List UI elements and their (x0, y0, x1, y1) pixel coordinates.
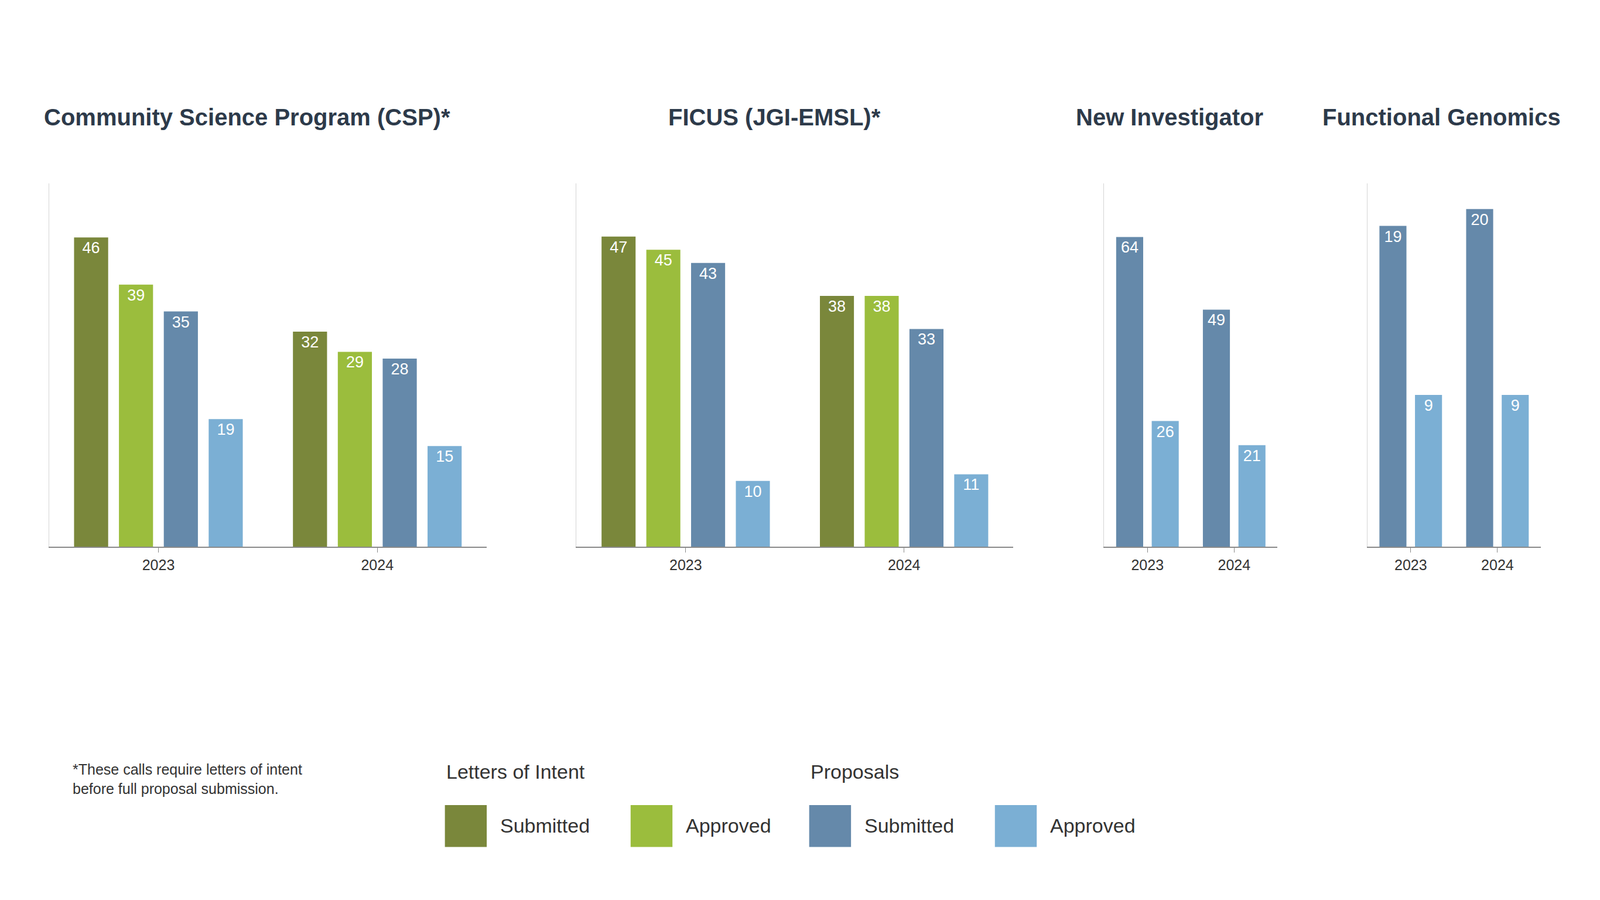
svg-text:43: 43 (699, 264, 717, 283)
svg-text:33: 33 (917, 330, 936, 348)
svg-text:2024: 2024 (360, 556, 394, 573)
svg-text:10: 10 (743, 482, 762, 501)
svg-text:29: 29 (346, 353, 364, 371)
svg-text:35: 35 (172, 313, 190, 331)
svg-text:11: 11 (962, 475, 980, 494)
svg-text:49: 49 (1207, 310, 1226, 329)
svg-text:39: 39 (127, 286, 145, 304)
svg-text:Proposals: Proposals (810, 760, 899, 783)
svg-text:47: 47 (609, 238, 628, 256)
svg-text:28: 28 (391, 360, 409, 378)
svg-text:2024: 2024 (1481, 556, 1514, 573)
svg-text:32: 32 (301, 333, 319, 351)
svg-text:2023: 2023 (1394, 556, 1428, 573)
svg-text:Submitted: Submitted (500, 814, 590, 837)
svg-text:46: 46 (82, 238, 101, 257)
svg-text:21: 21 (1243, 446, 1261, 465)
svg-text:64: 64 (1120, 238, 1139, 256)
svg-text:38: 38 (828, 297, 846, 316)
svg-text:FICUS (JGI-EMSL)*: FICUS (JGI-EMSL)* (668, 104, 881, 131)
svg-text:20: 20 (1471, 210, 1489, 229)
svg-text:Community Science Program (CSP: Community Science Program (CSP)* (43, 104, 451, 131)
svg-text:*These calls require letters o: *These calls require letters of intentbe… (72, 760, 303, 797)
svg-text:19: 19 (216, 420, 235, 439)
svg-text:15: 15 (435, 447, 454, 466)
svg-text:Approved: Approved (685, 814, 772, 837)
svg-text:Submitted: Submitted (864, 814, 955, 837)
svg-text:Approved: Approved (1050, 814, 1136, 837)
svg-text:38: 38 (872, 297, 891, 316)
svg-text:2023: 2023 (142, 556, 176, 573)
svg-text:19: 19 (1383, 227, 1402, 246)
svg-text:2023: 2023 (1130, 556, 1164, 573)
svg-text:2024: 2024 (887, 556, 921, 573)
svg-text:Letters of Intent: Letters of Intent (446, 760, 586, 783)
svg-text:2024: 2024 (1218, 556, 1251, 573)
svg-text:45: 45 (654, 251, 673, 269)
svg-text:9: 9 (1510, 396, 1520, 415)
svg-text:26: 26 (1156, 422, 1175, 441)
svg-text:Functional Genomics: Functional Genomics (1322, 104, 1561, 131)
svg-text:New Investigator: New Investigator (1075, 104, 1264, 131)
svg-text:9: 9 (1424, 396, 1434, 415)
svg-text:2023: 2023 (669, 556, 703, 573)
